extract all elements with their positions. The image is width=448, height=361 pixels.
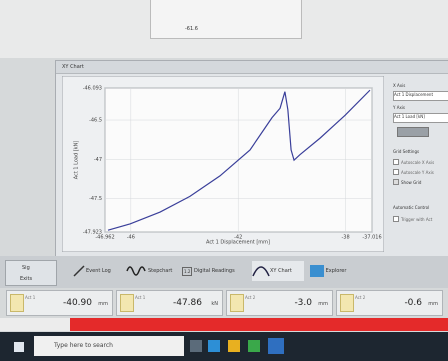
icon <box>73 265 85 277</box>
readout-unit: mm <box>318 301 328 307</box>
taskbar-icon[interactable] <box>190 340 202 352</box>
tab[interactable]: Explorer <box>310 261 358 281</box>
taskbar-icon[interactable] <box>248 340 260 352</box>
option-label: Autoscale X Axis <box>401 159 435 165</box>
tab[interactable]: 1.2 Digital Readings <box>182 261 246 281</box>
option[interactable]: Autoscale X Axis <box>393 159 434 165</box>
left-label[interactable]: Exits <box>20 276 33 282</box>
option-label: Show Grid <box>401 179 422 185</box>
left-block: Sig Exits <box>5 260 57 286</box>
tab[interactable]: Event Log <box>72 261 122 281</box>
option-label: Autoscale Y Axis <box>401 169 434 175</box>
left-label[interactable]: Sig <box>22 265 30 271</box>
y-tick-label: -47 <box>94 157 102 163</box>
readout-value: -3.0 <box>294 298 312 308</box>
icon: 1.2 <box>182 266 193 276</box>
icon <box>252 266 270 277</box>
y-tick-label: -47.5 <box>89 196 102 202</box>
readout: Act 2 -3.0 mm <box>226 290 333 316</box>
taskbar: Type here to search <box>0 332 448 361</box>
title-bar: XY Chart <box>56 61 448 74</box>
readout-name: Act 2 <box>245 295 256 300</box>
data-line <box>107 89 371 231</box>
side-panel: X Axis Act 1 Displacement Y Axis Act 1 L… <box>393 83 448 253</box>
readout-icon <box>10 294 24 312</box>
checkbox[interactable] <box>393 169 399 175</box>
y-axis-label: Y Axis <box>393 105 406 110</box>
x-axis-title: Act 1 Displacement [mm] <box>206 240 270 246</box>
readout-name: Act 2 <box>355 295 366 300</box>
readout-icon <box>230 294 244 312</box>
tab-label: XY Chart <box>270 268 292 274</box>
window-title: XY Chart <box>62 64 84 70</box>
x-tick-label: -46.962 <box>95 235 114 241</box>
readout: Act 2 -0.6 mm <box>336 290 443 316</box>
readout-value: -47.86 <box>172 298 202 308</box>
button[interactable] <box>397 127 429 137</box>
readout: Act 1 -40.90 mm <box>6 290 113 316</box>
taskbar-icon[interactable] <box>268 338 284 354</box>
y-tick-label: -47.923 <box>83 230 102 236</box>
readout-value: -40.90 <box>62 298 92 308</box>
tab-label: Stepchart <box>148 268 173 274</box>
icon <box>126 266 146 276</box>
tab-active[interactable]: XY Chart <box>252 261 304 281</box>
readout-name: Act 1 <box>135 295 146 300</box>
tab-label: Explorer <box>325 268 347 274</box>
x-axis-select[interactable]: Act 1 Displacement <box>393 91 448 101</box>
tab[interactable]: Stepchart <box>126 261 176 281</box>
search-box[interactable]: Type here to search <box>34 336 184 356</box>
readout-name: Act 1 <box>25 295 36 300</box>
x-tick-label: -38 <box>341 235 349 241</box>
top-frame: -61.6 <box>150 0 302 39</box>
option[interactable]: Autoscale Y Axis <box>393 169 434 175</box>
readout-icon <box>340 294 354 312</box>
taskbar-icon[interactable] <box>208 340 220 352</box>
grid-settings: Grid Settings <box>393 149 420 154</box>
readout: Act 1 -47.86 kN <box>116 290 223 316</box>
x-tick-label: -37.016 <box>362 235 381 241</box>
option[interactable]: Show Grid <box>393 179 421 185</box>
y-tick-label: -46.093 <box>83 86 102 92</box>
x-tick-label: -46 <box>127 235 135 241</box>
top-panel: -61.6 <box>0 0 448 58</box>
option-label: Trigger with Act <box>401 216 433 222</box>
option[interactable]: Trigger with Act <box>393 216 432 222</box>
automatic-control: Automatic Control <box>393 205 430 210</box>
checkbox-checked[interactable] <box>393 179 399 185</box>
checkbox[interactable] <box>393 159 399 165</box>
icon <box>310 265 324 277</box>
toolbar: Sig Exits Event Log Stepchart 1.2 Digita… <box>0 256 448 288</box>
tab-label: Digital Readings <box>193 268 235 274</box>
x-axis-label: X Axis <box>393 83 406 88</box>
readout-unit: mm <box>98 301 108 307</box>
top-value: -61.6 <box>185 26 198 32</box>
status-bar <box>0 318 448 331</box>
readout-value: -0.6 <box>404 298 422 308</box>
start-button[interactable] <box>14 342 24 352</box>
x-tick-label: -42 <box>234 235 242 241</box>
tab-label: Event Log <box>86 268 111 274</box>
y-axis-select[interactable]: Act 1 Load [kN] <box>393 113 448 123</box>
readout-unit: kN <box>211 301 218 307</box>
readout-icon <box>120 294 134 312</box>
readout-unit: mm <box>428 301 438 307</box>
chart: Act 1 Displacement [mm] Act 1 Load [kN] … <box>62 76 384 252</box>
y-axis-title: Act 1 Load [kN] <box>74 141 80 180</box>
y-tick-label: -46.5 <box>89 118 102 124</box>
status-left <box>0 318 70 331</box>
checkbox[interactable] <box>393 216 399 222</box>
search-text: Type here to search <box>54 342 113 349</box>
taskbar-icon[interactable] <box>228 340 240 352</box>
